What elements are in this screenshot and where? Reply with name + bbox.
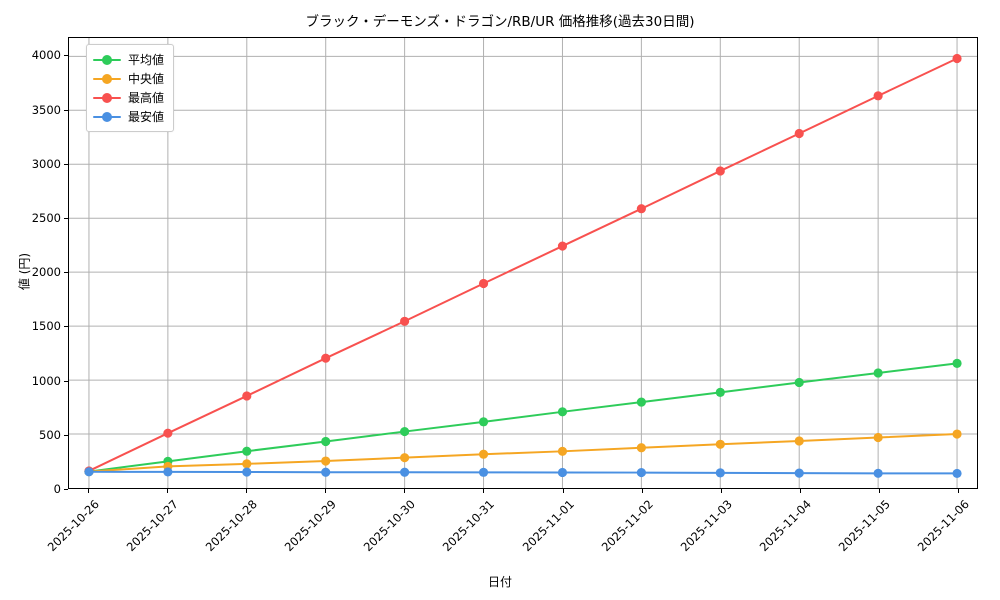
data-point-marker[interactable]	[557, 467, 568, 478]
data-point-marker[interactable]	[636, 397, 646, 407]
data-point-marker[interactable]	[478, 278, 489, 289]
x-axis-tick-mark	[878, 489, 880, 493]
data-point-marker[interactable]	[400, 453, 410, 463]
data-point-marker[interactable]	[794, 436, 804, 446]
data-point-marker[interactable]	[478, 417, 489, 427]
y-axis-tick-mark	[64, 326, 68, 328]
data-point-marker[interactable]	[242, 391, 252, 401]
x-axis-tick-mark	[799, 489, 801, 493]
legend-item[interactable]: 平均値	[93, 50, 164, 69]
data-point-marker[interactable]	[321, 456, 331, 466]
chart-legend[interactable]: 平均値中央値最高値最安値	[86, 44, 175, 132]
legend-item-label: 平均値	[128, 53, 165, 67]
x-axis-tick-mark	[325, 489, 327, 493]
data-point-marker[interactable]	[636, 443, 646, 453]
x-axis-tick-mark	[404, 489, 406, 493]
x-axis-tick-mark	[720, 489, 722, 493]
chart-title: ブラック・デーモンズ・ドラゴン/RB/UR 価格推移(過去30日間)	[305, 14, 695, 30]
data-point-marker[interactable]	[242, 467, 252, 477]
x-axis-tick-mark	[246, 489, 248, 493]
legend-marker-icon	[93, 91, 121, 105]
y-axis-tick-label: 1000	[31, 373, 61, 388]
data-point-marker[interactable]	[242, 446, 252, 456]
y-axis-tick-mark	[64, 489, 68, 490]
y-axis-tick-mark	[64, 434, 68, 436]
data-point-marker[interactable]	[636, 467, 646, 478]
y-axis-tick-label: 2500	[31, 211, 61, 226]
legend-item-label: 最高値	[128, 91, 165, 105]
data-series-layer	[84, 53, 962, 479]
legend-marker-icon	[93, 110, 121, 124]
y-axis-tick-label: 2000	[31, 265, 61, 280]
legend-item-label: 最安値	[128, 110, 165, 124]
data-point-marker[interactable]	[636, 204, 646, 214]
series-line	[87, 362, 959, 473]
legend-marker-icon	[93, 72, 121, 86]
data-point-marker[interactable]	[242, 459, 252, 469]
data-point-marker[interactable]	[321, 436, 331, 447]
y-axis-tick-label: 0	[53, 482, 61, 496]
data-point-marker[interactable]	[163, 428, 173, 438]
grid-lines	[69, 38, 977, 488]
series-line	[87, 433, 959, 473]
x-axis-tick-mark	[88, 489, 89, 493]
y-axis-tick-label: 1500	[31, 319, 61, 334]
data-point-marker[interactable]	[478, 467, 489, 477]
x-axis-tick-mark	[483, 489, 485, 493]
data-point-marker[interactable]	[321, 353, 331, 363]
data-point-marker[interactable]	[400, 467, 410, 477]
legend-item[interactable]: 最高値	[93, 88, 164, 107]
data-point-marker[interactable]	[715, 166, 725, 176]
data-point-marker[interactable]	[557, 446, 568, 456]
data-point-marker[interactable]	[873, 91, 883, 101]
y-axis-tick-label: 3500	[31, 102, 61, 117]
y-axis-tick-mark	[64, 380, 68, 382]
data-point-marker[interactable]	[794, 128, 804, 139]
data-point-marker[interactable]	[400, 316, 410, 326]
data-point-marker[interactable]	[873, 368, 883, 378]
y-axis-tick-mark	[64, 163, 68, 165]
data-point-marker[interactable]	[952, 429, 962, 439]
legend-marker-icon	[93, 53, 121, 67]
data-point-marker[interactable]	[557, 407, 568, 417]
data-point-marker[interactable]	[873, 468, 883, 478]
x-axis-title: 日付	[487, 575, 512, 589]
y-axis-tick-mark	[64, 55, 68, 57]
data-point-marker[interactable]	[400, 426, 410, 437]
data-point-marker[interactable]	[952, 358, 962, 368]
y-axis-tick-mark	[64, 218, 68, 220]
x-axis-tick-mark	[958, 489, 959, 493]
data-point-marker[interactable]	[794, 468, 804, 478]
data-point-marker[interactable]	[84, 467, 94, 477]
data-point-marker[interactable]	[952, 468, 962, 479]
x-axis-tick-mark	[641, 489, 643, 493]
y-axis-tick-label: 4000	[31, 48, 61, 63]
data-point-marker[interactable]	[873, 432, 883, 443]
data-point-marker[interactable]	[715, 439, 725, 449]
y-axis-tick-label: 500	[39, 427, 61, 442]
legend-item[interactable]: 最安値	[93, 107, 164, 126]
data-point-marker[interactable]	[715, 387, 725, 397]
data-point-marker[interactable]	[952, 53, 962, 64]
y-axis-tick-mark	[64, 109, 68, 111]
data-point-marker[interactable]	[321, 467, 331, 477]
x-axis-tick-mark	[562, 489, 564, 493]
y-axis-tick-label: 3000	[31, 156, 61, 171]
plot-area	[68, 37, 978, 489]
legend-item-label: 中央値	[128, 72, 165, 86]
data-point-marker[interactable]	[163, 467, 173, 477]
data-point-marker[interactable]	[557, 241, 568, 251]
data-point-marker[interactable]	[794, 377, 804, 388]
data-point-marker[interactable]	[715, 468, 725, 478]
y-axis-tick-mark	[64, 272, 68, 274]
series-line	[87, 57, 959, 472]
x-axis-tick-mark	[167, 489, 169, 493]
series-line	[87, 470, 959, 475]
data-point-marker[interactable]	[478, 449, 489, 459]
legend-item[interactable]: 中央値	[93, 69, 164, 88]
